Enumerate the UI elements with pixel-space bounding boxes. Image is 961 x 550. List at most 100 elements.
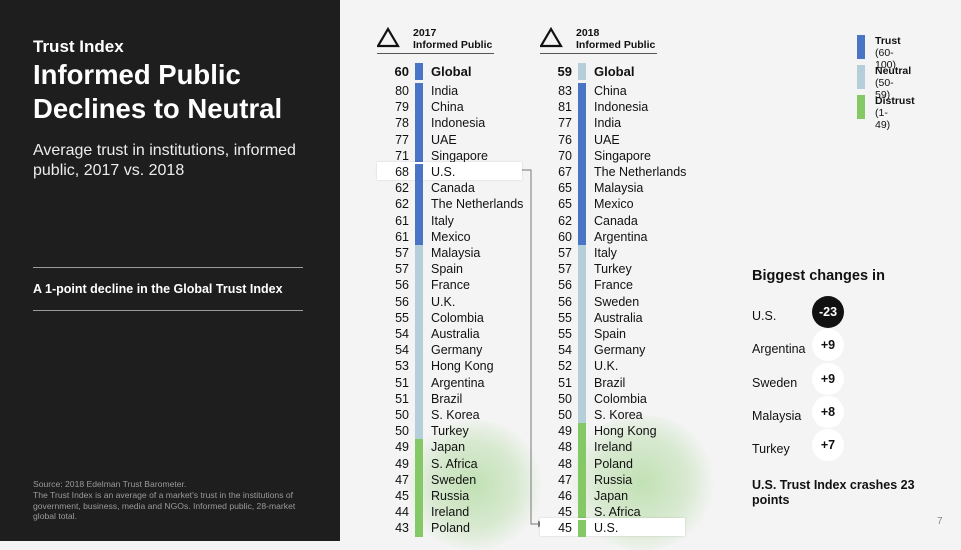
- row-country: Poland: [431, 521, 470, 536]
- row-score: 53: [395, 359, 409, 374]
- row-level-bar: [578, 504, 586, 521]
- table-row: 53 Hong Kong: [385, 358, 535, 375]
- row-score: 57: [395, 246, 409, 260]
- row-score: 79: [395, 100, 409, 115]
- left-panel: Trust Index Informed Public Declines to …: [0, 0, 340, 541]
- row-level-bar: [578, 228, 586, 245]
- column-year: 2017: [413, 27, 437, 39]
- row-level-bar: [578, 212, 586, 229]
- column-header-label: 2017 Informed Public: [413, 27, 492, 51]
- row-country: S. Africa: [594, 505, 641, 520]
- crash-note: U.S. Trust Index crashes 23 points: [752, 478, 915, 507]
- column-header-label: 2018 Informed Public: [576, 27, 655, 51]
- row-level-bar: [415, 99, 423, 116]
- change-country: Malaysia: [752, 408, 802, 423]
- row-country: Hong Kong: [431, 359, 494, 374]
- table-row: 65 Malaysia: [548, 180, 698, 197]
- row-score: 62: [395, 181, 409, 196]
- row-level-bar: [415, 504, 423, 521]
- row-level-bar: [578, 342, 586, 359]
- row-level-bar: [578, 358, 586, 375]
- row-score: 49: [558, 424, 572, 439]
- row-highlight: [540, 518, 685, 537]
- row-country: Russia: [431, 489, 470, 503]
- table-row: 55 Spain: [548, 326, 698, 343]
- column-label: Informed Public: [576, 39, 656, 51]
- row-level-bar: [415, 407, 423, 424]
- row-country: S. Korea: [431, 408, 480, 422]
- row-level-bar: [578, 196, 586, 213]
- row-level-bar: [415, 228, 423, 245]
- row-score: 57: [558, 262, 572, 277]
- row-level-bar: [578, 488, 586, 505]
- row-country: Global: [431, 64, 472, 79]
- row-level-bar: [578, 261, 586, 278]
- kicker: Trust Index: [33, 37, 124, 56]
- row-level-bar: [415, 309, 423, 326]
- page-number: 7: [937, 516, 943, 527]
- row-country: Ireland: [431, 505, 470, 520]
- row-country: Hong Kong: [594, 424, 657, 439]
- row-country: Argentina: [431, 375, 485, 390]
- row-country: Turkey: [431, 424, 469, 439]
- callout-text: A 1-point decline in the Global Trust In…: [33, 282, 283, 296]
- row-level-bar: [415, 261, 423, 278]
- table-row: 71 Singapore: [385, 147, 535, 164]
- row-country: U.K.: [431, 294, 456, 309]
- row-score: 76: [558, 132, 572, 147]
- table-row: 60 Argentina: [548, 228, 698, 245]
- row-score: 49: [395, 456, 409, 471]
- row-score: 45: [558, 521, 572, 536]
- triangle-icon: [377, 27, 400, 48]
- row-score: 47: [558, 472, 572, 487]
- row-level-bar: [415, 180, 423, 197]
- table-row: 57 Spain: [385, 261, 535, 278]
- table-row: 62 The Netherlands: [385, 196, 535, 213]
- row-level-bar: [578, 83, 586, 100]
- row-score: 49: [395, 440, 409, 455]
- row-level-bar: [415, 439, 423, 456]
- row-score: 56: [395, 278, 409, 293]
- row-level-bar: [578, 99, 586, 116]
- row-level-bar: [578, 423, 586, 440]
- table-row: 79 China: [385, 99, 535, 116]
- row-country: The Netherlands: [431, 197, 524, 212]
- row-score: 54: [395, 327, 409, 341]
- column-header-underline: [540, 53, 657, 54]
- row-country: Singapore: [594, 148, 651, 163]
- row-level-bar: [415, 342, 423, 359]
- row-score: 52: [558, 359, 572, 374]
- row-country: Canada: [431, 181, 475, 196]
- table-row: 68 U.S.: [377, 162, 535, 181]
- table-row: 56 Sweden: [548, 293, 698, 310]
- row-country: Germany: [431, 343, 483, 358]
- row-country: Indonesia: [594, 100, 649, 115]
- table-row: 47 Sweden: [385, 471, 535, 488]
- row-country: Spain: [431, 262, 463, 277]
- row-score: 44: [395, 505, 409, 520]
- row-score: 50: [395, 424, 409, 439]
- table-row: 51 Argentina: [385, 374, 535, 391]
- row-score: 77: [395, 132, 409, 147]
- row-score: 50: [558, 391, 572, 406]
- row-level-bar: [578, 180, 586, 197]
- table-row: 56 France: [385, 277, 535, 294]
- row-country: India: [431, 84, 459, 98]
- row-level-bar: [578, 439, 586, 456]
- legend-label: Trust: [875, 35, 901, 47]
- change-badge: -23: [812, 296, 844, 328]
- row-level-bar: [578, 245, 586, 262]
- table-row: 44 Ireland: [385, 504, 535, 521]
- row-country: Colombia: [431, 310, 484, 325]
- table-row: 62 Canada: [385, 180, 535, 197]
- row-level-bar: [578, 407, 586, 424]
- row-score: 56: [395, 294, 409, 309]
- row-level-bar: [578, 147, 586, 164]
- row-score: 83: [558, 84, 572, 98]
- distrust-glow-2017: [404, 420, 544, 550]
- row-country: Italy: [431, 213, 454, 228]
- table-row: 78 Indonesia: [385, 115, 535, 132]
- table-row: 70 Singapore: [548, 147, 698, 164]
- page-title: Informed Public Declines to Neutral: [33, 59, 283, 124]
- row-level-bar: [415, 488, 423, 505]
